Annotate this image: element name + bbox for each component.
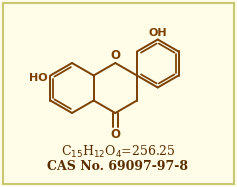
Text: C$_{15}$H$_{12}$O$_{4}$=256.25: C$_{15}$H$_{12}$O$_{4}$=256.25 [61, 144, 175, 160]
Text: O: O [110, 49, 120, 62]
Text: HO: HO [29, 73, 47, 82]
Text: O: O [110, 128, 120, 140]
Text: CAS No. 69097-97-8: CAS No. 69097-97-8 [47, 160, 188, 172]
Text: OH: OH [148, 27, 167, 38]
